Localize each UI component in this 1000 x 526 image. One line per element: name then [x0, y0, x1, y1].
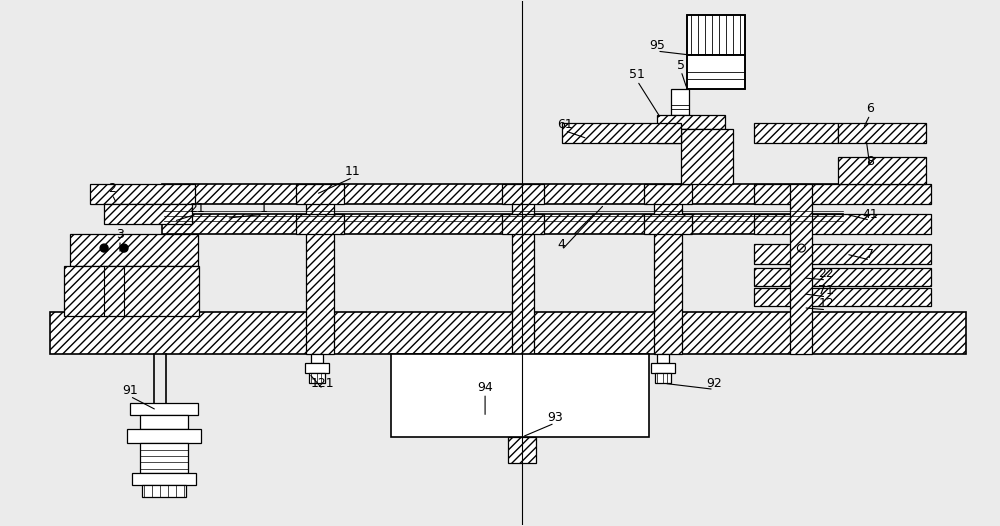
Bar [296, 214, 344, 234]
Text: 41: 41 [862, 208, 878, 221]
Bar [305, 363, 329, 373]
Bar [142, 485, 186, 497]
Bar [838, 157, 926, 185]
Bar [512, 185, 534, 353]
Bar [657, 353, 669, 363]
Text: 8: 8 [866, 155, 874, 168]
Circle shape [100, 244, 108, 252]
Text: 51: 51 [629, 68, 645, 82]
Text: 92: 92 [706, 377, 722, 390]
Bar [657, 115, 725, 129]
Bar [70, 234, 198, 266]
Bar [687, 15, 745, 55]
Bar [671, 89, 689, 115]
Bar [754, 244, 931, 264]
Bar [754, 288, 931, 306]
Bar [644, 214, 692, 234]
Text: 11: 11 [345, 165, 361, 178]
Bar [311, 353, 323, 363]
Bar [644, 185, 692, 204]
Bar [140, 415, 188, 429]
Bar [162, 214, 843, 234]
Bar [502, 214, 544, 234]
Text: 2: 2 [108, 182, 116, 195]
Text: 6: 6 [866, 103, 874, 115]
Text: 1: 1 [259, 202, 267, 215]
Bar [651, 363, 675, 373]
Bar [754, 185, 931, 204]
Text: 93: 93 [547, 411, 563, 423]
Bar [130, 403, 198, 415]
Bar [790, 185, 812, 353]
Bar [140, 443, 188, 473]
Text: 61: 61 [557, 118, 573, 131]
Bar [508, 437, 536, 463]
Bar [687, 15, 745, 55]
Bar [562, 123, 681, 143]
Bar [754, 214, 931, 234]
Bar [838, 123, 926, 143]
Bar [502, 185, 544, 204]
Bar [127, 429, 201, 443]
Text: 95: 95 [649, 38, 665, 52]
Bar [50, 312, 966, 353]
Bar [104, 204, 192, 224]
Text: 5: 5 [677, 58, 685, 72]
Text: 22: 22 [818, 267, 834, 280]
Text: 94: 94 [477, 381, 493, 394]
Bar [132, 473, 196, 485]
Text: 7: 7 [866, 248, 874, 260]
Bar [657, 129, 687, 143]
Text: 21: 21 [189, 202, 204, 215]
Bar [655, 373, 671, 383]
Bar [654, 185, 682, 353]
Bar [687, 55, 745, 89]
Bar [306, 185, 334, 353]
Text: 121: 121 [311, 377, 335, 390]
Bar [64, 266, 199, 316]
Bar [90, 185, 195, 204]
Bar [754, 268, 931, 286]
Text: 71: 71 [818, 285, 834, 297]
Circle shape [120, 244, 128, 252]
Bar [296, 185, 344, 204]
Text: 12: 12 [818, 297, 834, 310]
Text: 4: 4 [558, 238, 566, 250]
Bar [391, 353, 649, 437]
Bar [681, 129, 733, 185]
Bar [162, 185, 843, 204]
Bar [687, 55, 745, 89]
Text: 91: 91 [122, 384, 138, 397]
Text: 3: 3 [116, 228, 124, 241]
Bar [754, 123, 838, 143]
Bar [309, 373, 325, 383]
